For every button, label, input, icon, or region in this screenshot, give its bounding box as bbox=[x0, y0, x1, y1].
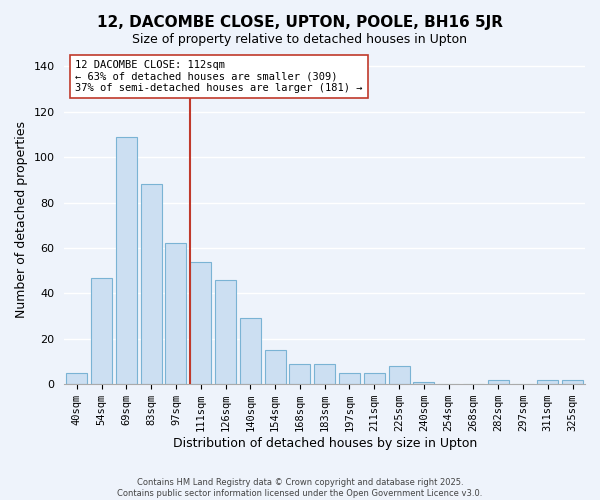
Bar bbox=[140, 184, 162, 384]
Bar bbox=[215, 280, 236, 384]
Bar bbox=[339, 373, 360, 384]
Bar bbox=[537, 380, 559, 384]
X-axis label: Distribution of detached houses by size in Upton: Distribution of detached houses by size … bbox=[173, 437, 477, 450]
Text: 12 DACOMBE CLOSE: 112sqm
← 63% of detached houses are smaller (309)
37% of semi-: 12 DACOMBE CLOSE: 112sqm ← 63% of detach… bbox=[75, 60, 362, 93]
Text: Contains HM Land Registry data © Crown copyright and database right 2025.
Contai: Contains HM Land Registry data © Crown c… bbox=[118, 478, 482, 498]
Bar bbox=[488, 380, 509, 384]
Bar bbox=[66, 373, 88, 384]
Bar bbox=[562, 380, 583, 384]
Bar bbox=[413, 382, 434, 384]
Bar bbox=[265, 350, 286, 384]
Bar bbox=[166, 244, 187, 384]
Bar bbox=[289, 364, 310, 384]
Y-axis label: Number of detached properties: Number of detached properties bbox=[15, 121, 28, 318]
Text: Size of property relative to detached houses in Upton: Size of property relative to detached ho… bbox=[133, 32, 467, 46]
Bar bbox=[364, 373, 385, 384]
Bar bbox=[314, 364, 335, 384]
Bar bbox=[389, 366, 410, 384]
Bar bbox=[91, 278, 112, 384]
Bar bbox=[116, 136, 137, 384]
Bar bbox=[240, 318, 261, 384]
Bar bbox=[190, 262, 211, 384]
Text: 12, DACOMBE CLOSE, UPTON, POOLE, BH16 5JR: 12, DACOMBE CLOSE, UPTON, POOLE, BH16 5J… bbox=[97, 15, 503, 30]
